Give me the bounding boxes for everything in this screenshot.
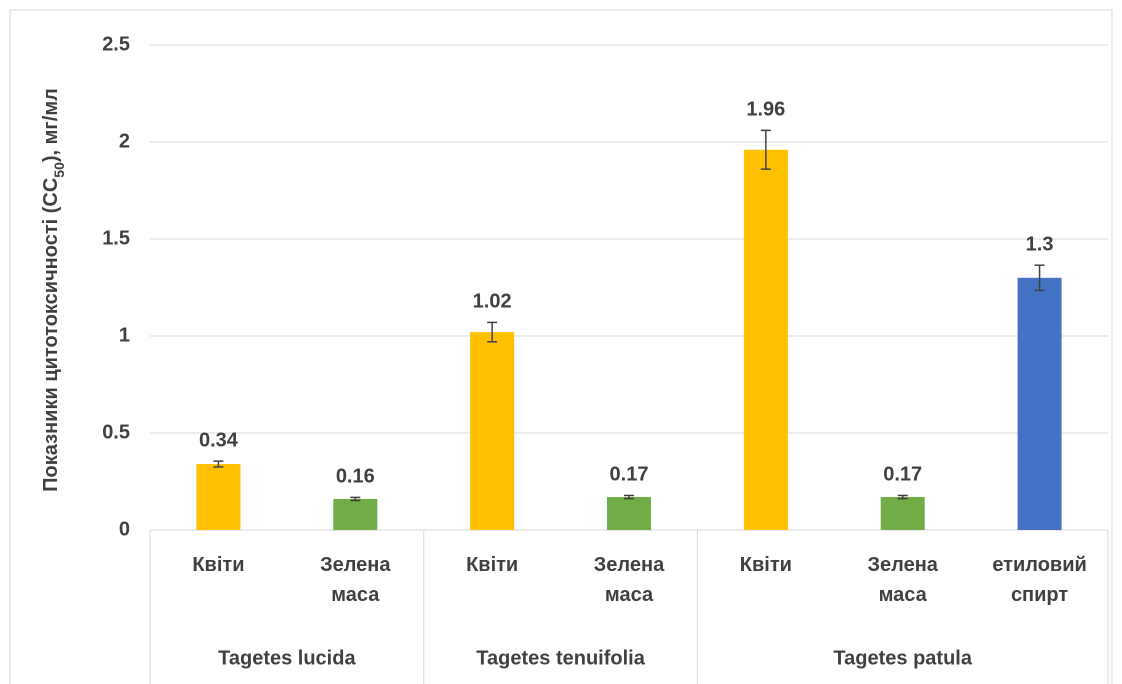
value-label: 1.02: [473, 291, 512, 313]
x-tick-label: Зелена маса: [867, 554, 938, 606]
value-label: 0.34: [199, 429, 239, 451]
y-tick-label: 0: [119, 518, 130, 540]
value-label: 1.3: [1026, 233, 1054, 255]
group-label: Tagetes lucida: [218, 647, 356, 669]
x-tick-label: етиловий спирт: [992, 554, 1087, 606]
group-label: Tagetes tenuifolia: [476, 647, 645, 669]
bar: [880, 497, 925, 530]
x-tick-label: Квіти: [466, 554, 519, 576]
value-label: 0.17: [883, 464, 922, 486]
bar: [196, 464, 241, 530]
y-tick-label: 2: [119, 130, 130, 152]
x-tick-label: Зелена маса: [320, 554, 391, 606]
y-label-part: ), мг/мл: [40, 88, 62, 162]
x-tick-label: Зелена маса: [593, 554, 665, 606]
y-label-sub: 50: [51, 162, 67, 178]
bar: [607, 497, 651, 530]
bar: [1017, 277, 1062, 530]
y-tick-label: 0.5: [102, 421, 130, 443]
bar: [743, 149, 788, 530]
y-tick-label: 1: [119, 324, 130, 346]
x-tick-label: Квіти: [739, 554, 792, 576]
y-axis-label: Показники цитотоксичності (CC50), мг/мл: [40, 88, 66, 492]
x-tick-label: Квіти: [192, 554, 245, 576]
group-label: Tagetes patula: [833, 647, 972, 669]
value-label: 0.16: [336, 466, 375, 488]
value-label: 1.96: [746, 99, 785, 121]
value-label: 0.17: [610, 464, 649, 486]
chart-border: [9, 9, 1113, 684]
y-tick-label: 1.5: [102, 227, 130, 249]
y-tick-label: 2.5: [102, 33, 130, 55]
y-label-part: Показники цитотоксичності (CC: [40, 178, 62, 492]
bar: [333, 498, 378, 530]
bar: [470, 332, 515, 530]
